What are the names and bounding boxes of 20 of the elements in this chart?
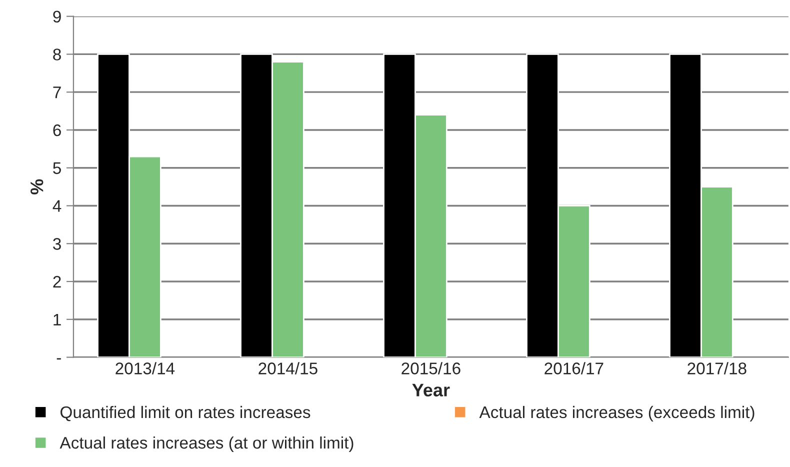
- legend-label: Quantified limit on rates increases: [60, 406, 310, 422]
- y-tick-label: 6: [53, 124, 61, 136]
- x-axis-title: Year: [412, 384, 450, 396]
- y-tick-label: -: [56, 358, 61, 360]
- y-tick-label: 4: [52, 200, 62, 212]
- y-tick-label: 2: [53, 276, 61, 288]
- x-tick-label: 2013/14: [116, 362, 175, 374]
- y-tick-label: 1: [54, 314, 61, 326]
- y-tick-label: 5: [53, 162, 61, 174]
- y-tick-label: 7: [53, 86, 61, 98]
- x-tick-label: 2016/17: [544, 362, 604, 374]
- y-tick-label: 9: [53, 10, 61, 23]
- x-tick-label: 2015/16: [402, 362, 460, 374]
- legend-label: Actual rates increases (at or within limit): [60, 436, 354, 452]
- y-tick-label: 8: [53, 48, 61, 60]
- x-tick-label: 2014/15: [258, 362, 318, 374]
- x-tick-label: 2017/18: [688, 362, 746, 374]
- y-tick-label: 3: [53, 238, 61, 250]
- legend-label: Actual rates increases (exceeds limit): [479, 406, 754, 422]
- y-axis-title: %: [30, 179, 44, 194]
